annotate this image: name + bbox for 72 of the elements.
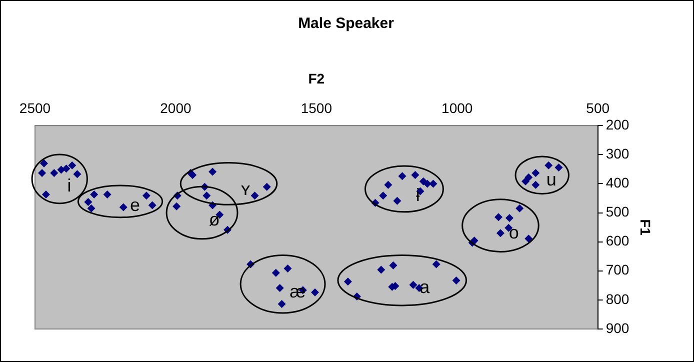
point [172,202,181,210]
y-tick-label: 800 [606,290,630,307]
point [532,180,540,189]
point [516,204,524,212]
series-label: ʏ [240,178,251,199]
point [202,192,211,200]
point [262,182,271,191]
point [409,280,418,289]
point [208,168,217,176]
point [522,177,530,186]
point [554,163,563,172]
point [311,288,320,296]
point [524,234,533,243]
point [57,166,66,174]
point [87,204,96,212]
y-tick-label: 400 [606,174,630,191]
point [429,180,438,188]
point [250,192,259,200]
point [423,180,432,188]
point [494,213,502,222]
point [452,276,460,284]
chart-title: Male Speaker [298,15,394,32]
y-tick-label: 700 [606,262,630,278]
series-label: e [130,195,140,216]
series-label: ø [208,210,220,230]
series-label: i [67,175,72,196]
point [496,229,504,238]
point [142,192,150,200]
point [272,268,280,277]
x-tick-label: 1500 [300,100,332,116]
point [411,170,420,179]
y-tick-label: 300 [606,146,630,162]
x-tick-label: 2000 [160,100,192,116]
point [532,168,540,177]
point [119,203,128,212]
point [344,278,352,286]
series-label: o [508,222,519,242]
x-tick-label: 2500 [19,100,51,116]
point [68,161,76,170]
point [379,192,388,200]
point [284,264,292,273]
point [544,161,553,170]
point [377,266,386,274]
point [42,190,50,198]
point [50,168,58,177]
point [432,260,440,268]
x-axis-title: F2 [308,70,325,86]
point [90,190,98,198]
point [62,164,70,173]
x-tick-label: 500 [586,100,610,116]
point [148,201,156,210]
series-label: a [420,276,431,297]
point [40,159,48,168]
y-axis-title: F1 [638,219,654,236]
point [384,180,392,189]
point [398,172,406,180]
point [393,196,402,205]
series-label: u [546,170,556,190]
point [38,168,46,177]
series-label: æ [290,282,306,302]
point [278,300,286,308]
point [84,198,92,206]
x-tick-label: 1000 [442,100,473,116]
y-tick-label: 500 [606,204,630,220]
point [103,190,112,198]
point [276,284,284,292]
point [389,261,398,270]
y-tick-label: 900 [606,320,630,336]
y-tick-label: 200 [606,116,630,132]
y-tick-label: 600 [606,232,630,249]
point [505,214,514,222]
point [73,170,82,178]
